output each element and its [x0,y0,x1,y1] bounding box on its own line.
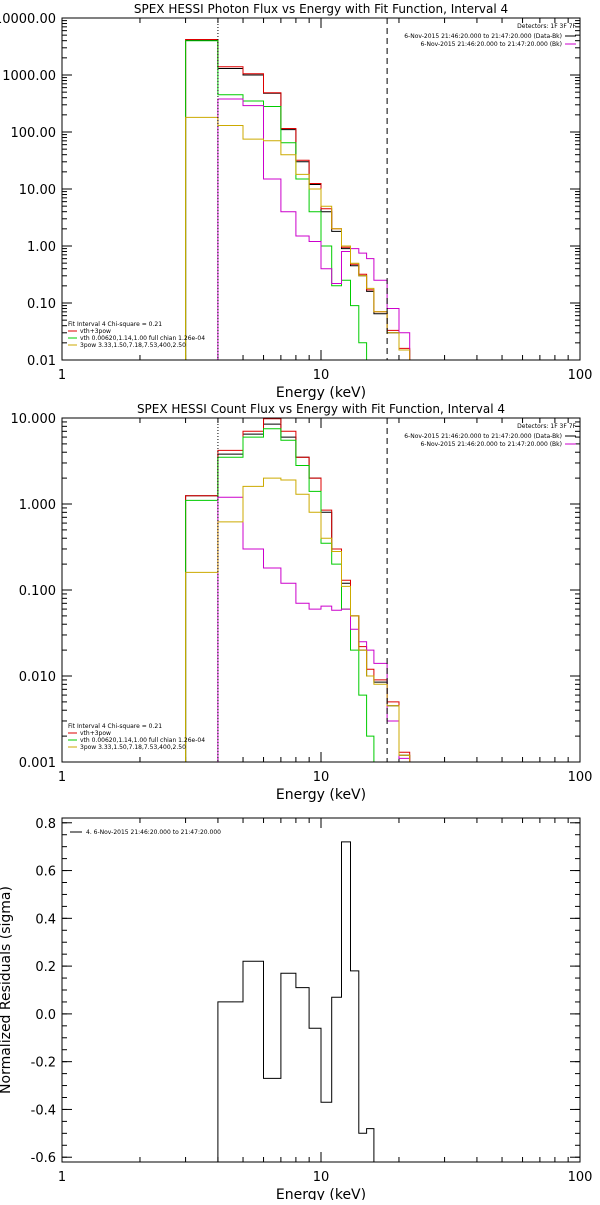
legend-top-label: 4. 6-Nov-2015 21:46:20.000 to 21:47:20.0… [86,829,221,836]
y-tick-label: 0.100 [19,584,56,599]
detectors-label: Detectors: 1F 3F 7F [517,23,576,30]
series-line-1 [185,423,411,762]
series-line-4 [217,496,411,762]
x-axis-label: Energy (keV) [276,1187,366,1200]
y-tick-label: 1.000 [19,498,56,513]
y-tick-label: 0.8 [35,817,56,832]
chart-panel-1: SPEX HESSI Photon Flux vs Energy with Fi… [0,2,592,401]
legend-right-label: 6-Nov-2015 21:46:20.000 to 21:47:20.000 … [420,441,562,448]
x-tick-label: 100 [568,770,593,785]
y-tick-label: 0.6 [35,865,56,880]
y-tick-label: 0.2 [35,960,56,975]
series-line-2 [185,418,411,762]
chart-panel-2: SPEX HESSI Count Flux vs Energy with Fit… [11,402,593,803]
series-line-1 [217,841,388,1162]
plot-frame [61,417,581,763]
y-tick-label: 0.10 [27,297,56,312]
legend-left-label: vth 0.00620,1.14,1.00 full chian 1.26e-0… [80,335,205,342]
legend-right-label: 6-Nov-2015 21:46:20.000 to 21:47:20.000 … [404,33,562,40]
legend-right-label: 6-Nov-2015 21:46:20.000 to 21:47:20.000 … [404,433,562,440]
y-tick-label: -0.6 [31,1151,56,1166]
series-line-5 [185,477,411,762]
x-axis-label: Energy (keV) [276,385,366,401]
series-line-5 [185,116,411,360]
y-tick-label: 1000.00 [2,69,56,84]
plot-frame [61,817,581,1163]
plot-frame [61,17,581,361]
x-tick-label: 10 [313,1170,330,1185]
x-tick-label: 10 [313,368,330,383]
legend-right-label: 6-Nov-2015 21:46:20.000 to 21:47:20.000 … [420,41,562,48]
x-tick-label: 1 [58,1170,66,1185]
x-tick-label: 1 [58,770,66,785]
y-tick-label: 0.4 [35,912,56,927]
y-tick-label: 1.00 [27,240,56,255]
x-axis-label: Energy (keV) [276,787,366,803]
legend-left-label: 3pow 3.33,1.50,7.18,7.53,400,2.50 [80,744,186,751]
y-tick-label: 0.010 [19,670,56,685]
x-tick-label: 1 [58,368,66,383]
fit-info-label: Fit Interval 4 Chi-square = 0.21 [68,321,162,328]
plot-area [185,418,411,762]
chart-title: SPEX HESSI Photon Flux vs Energy with Fi… [134,2,508,16]
series-line-4 [217,98,411,360]
y-tick-label: 100.00 [11,126,57,141]
series-line-3 [185,428,375,762]
fit-info-label: Fit Interval 4 Chi-square = 0.21 [68,723,162,730]
y-tick-label: -0.2 [31,1056,56,1071]
y-tick-label: 0.0 [35,1008,56,1023]
series-line-3 [185,40,374,360]
chart-title: SPEX HESSI Count Flux vs Energy with Fit… [137,402,505,416]
y-tick-label: 10.000 [11,412,57,427]
y-tick-label: 0.001 [19,756,56,771]
legend-left-label: vth+3pow [80,328,111,335]
plot-area [217,841,388,1162]
chart-panel-3: 1 10 100 0.8 0.6 0.4 0.2 0.0 -0.2 -0.4 -0.6 Energy … [0,817,593,1203]
x-tick-label: 100 [568,1170,593,1185]
x-tick-label: 10 [313,770,330,785]
y-tick-label: 10000.00 [0,12,56,27]
y-tick-label: 10.00 [19,183,56,198]
x-tick-label: 100 [568,368,593,383]
legend-left-label: vth+3pow [80,730,111,737]
legend-left-label: 3pow 3.33,1.50,7.18,7.53,400,2.50 [80,342,186,349]
plot-area [185,18,411,360]
y-tick-label: -0.4 [31,1103,56,1118]
y-tick-label: 0.01 [27,354,56,369]
detectors-label: Detectors: 1F 3F 7F [517,423,576,430]
legend-left-label: vth 0.00620,1.14,1.00 full chian 1.26e-0… [80,737,205,744]
y-axis-label: Normalized Residuals (sigma) [0,886,14,1094]
